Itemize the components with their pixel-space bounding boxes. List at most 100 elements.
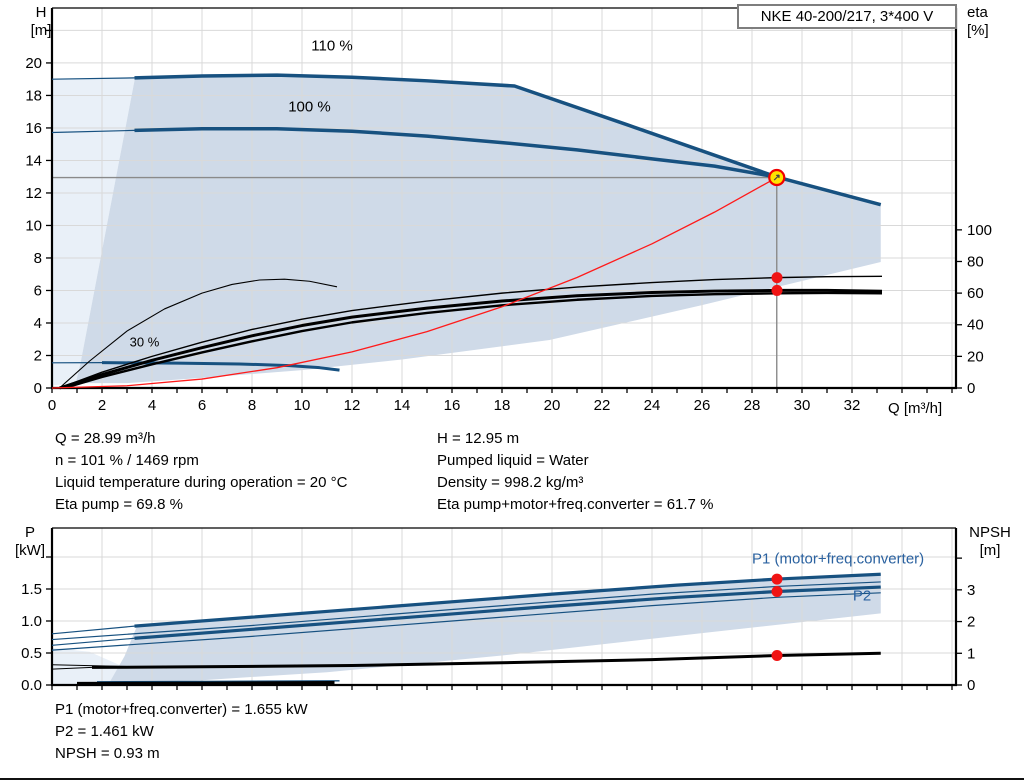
svg-text:16: 16 [25, 120, 42, 137]
readout-line: P1 (motor+freq.converter) = 1.655 kW [55, 701, 308, 718]
p-min-speed-curve [96, 680, 340, 683]
p2-dot [771, 585, 783, 597]
readout-line: Eta pump+motor+freq.converter = 61.7 % [437, 496, 714, 513]
p-axis-unit: P [kW] [15, 524, 45, 559]
svg-text:2: 2 [98, 397, 106, 414]
readout-line: Density = 998.2 kg/m³ [437, 474, 584, 491]
npsh-curve-lead [51, 666, 93, 670]
svg-text:4: 4 [34, 315, 42, 332]
curve-label: 30 % [130, 335, 160, 350]
svg-text:0: 0 [967, 380, 975, 397]
svg-text:0: 0 [34, 380, 42, 397]
curves [51, 73, 883, 390]
speed-envelope-pale [52, 77, 135, 386]
readout-line: H = 12.95 m [437, 430, 520, 447]
duty-point-marker[interactable] [768, 168, 786, 187]
p1-dot [771, 573, 783, 585]
svg-text:8: 8 [248, 397, 256, 414]
p2-curve-lead [51, 637, 135, 646]
eta-total-curve [59, 288, 883, 390]
power-envelope-pale [52, 647, 210, 685]
svg-text:32: 32 [844, 397, 861, 414]
svg-text:20: 20 [967, 348, 984, 365]
svg-text:12: 12 [25, 185, 42, 202]
svg-text:80: 80 [967, 253, 984, 270]
svg-text:0.5: 0.5 [21, 645, 42, 662]
duty-readout-right: H = 12.95 m Pumped liquid = Water Densit… [437, 428, 713, 516]
svg-text:26: 26 [694, 397, 711, 414]
eta-pump-curve [59, 275, 883, 389]
svg-text:24: 24 [644, 397, 661, 414]
svg-text:18: 18 [494, 397, 511, 414]
npsh-dot [771, 650, 783, 662]
pump-title-box: NKE 40-200/217, 3*400 V [737, 4, 957, 29]
eta-low-speed-curve [59, 278, 338, 389]
readout-line: NPSH = 0.93 m [55, 745, 160, 762]
power-readout: P1 (motor+freq.converter) = 1.655 kW P2 … [55, 699, 308, 765]
svg-text:100: 100 [967, 222, 992, 239]
npsh-axis-unit: NPSH [m] [969, 524, 1011, 559]
svg-text:1: 1 [967, 645, 975, 662]
eta-axis-unit: eta [%] [967, 4, 989, 39]
svg-text:16: 16 [444, 397, 461, 414]
svg-text:60: 60 [967, 285, 984, 302]
svg-text:28: 28 [744, 397, 761, 414]
q-axis-unit: Q [m³/h] [888, 400, 943, 417]
svg-text:8: 8 [34, 250, 42, 267]
svg-text:0.0: 0.0 [21, 677, 42, 694]
p1-alt-thin-curve [51, 581, 881, 641]
readout-line: Liquid temperature during operation = 20… [55, 474, 348, 491]
eta-total-curve-2 [64, 291, 883, 390]
readout-line: Eta pump = 69.8 % [55, 496, 183, 513]
page-bottom-rule [0, 778, 1024, 780]
eta-total-dot [771, 284, 783, 296]
readout-line: n = 101 % / 1469 rpm [55, 452, 199, 469]
axis-ticks: 0 2 4 6 8 10 12 14 16 18 20 22 24 26 28 30 3202468101214… [25, 29, 992, 414]
curve-label: 100 % [288, 99, 331, 116]
svg-text:6: 6 [198, 397, 206, 414]
svg-text:6: 6 [34, 282, 42, 299]
eta-pump-dot [771, 272, 783, 284]
svg-text:4: 4 [148, 397, 156, 414]
curve-110pct [134, 73, 882, 207]
svg-text:1.0: 1.0 [21, 613, 42, 630]
svg-text:1.5: 1.5 [21, 581, 42, 598]
axis-ticks: 0.0 0.5 1.0 1.5 0 1 2 3 [21, 556, 975, 694]
svg-text:0: 0 [48, 397, 56, 414]
readout-line: Q = 28.99 m³/h [55, 430, 156, 447]
curve-min-speed [101, 361, 340, 372]
svg-text:14: 14 [394, 397, 411, 414]
curve-label: P1 (motor+freq.converter) [752, 550, 924, 567]
svg-text:3: 3 [967, 582, 975, 599]
svg-text:30: 30 [794, 397, 811, 414]
gridlines [51, 8, 956, 389]
system-curve [51, 176, 778, 389]
power-npsh-chart: 0.0 0.5 1.0 1.5 0 1 2 3 P1 (motor+freq.converter… [21, 527, 975, 694]
speed-envelope [75, 75, 881, 384]
svg-text:2: 2 [34, 347, 42, 364]
curve-label: P2 [853, 588, 871, 605]
svg-text:14: 14 [25, 152, 42, 169]
curve-100pct-lead [51, 129, 135, 134]
envelope-bands [52, 75, 881, 386]
p2-alt-thin-curve [51, 592, 881, 651]
svg-text:18: 18 [25, 87, 42, 104]
svg-text:20: 20 [25, 55, 42, 72]
svg-text:2: 2 [967, 614, 975, 631]
readout-line: P2 = 1.461 kW [55, 723, 154, 740]
curve-100pct [134, 127, 778, 179]
p1-curve-lead [51, 625, 135, 635]
svg-text:20: 20 [544, 397, 561, 414]
svg-text:10: 10 [25, 217, 42, 234]
qh-eta-chart: 0 2 4 6 8 10 12 14 16 18 20 22 24 26 28 30 3202468101214… [25, 7, 992, 414]
npsh-low-speed-curve [76, 680, 335, 685]
svg-text:22: 22 [594, 397, 611, 414]
svg-text:12: 12 [344, 397, 361, 414]
curve-110pct-lead [51, 77, 135, 80]
h-axis-unit: H [m] [30, 4, 52, 39]
svg-text:40: 40 [967, 317, 984, 334]
duty-readout-left: Q = 28.99 m³/h n = 101 % / 1469 rpm Liqu… [55, 428, 347, 516]
svg-text:0: 0 [967, 677, 975, 694]
curve-label: 110 % [311, 38, 352, 55]
